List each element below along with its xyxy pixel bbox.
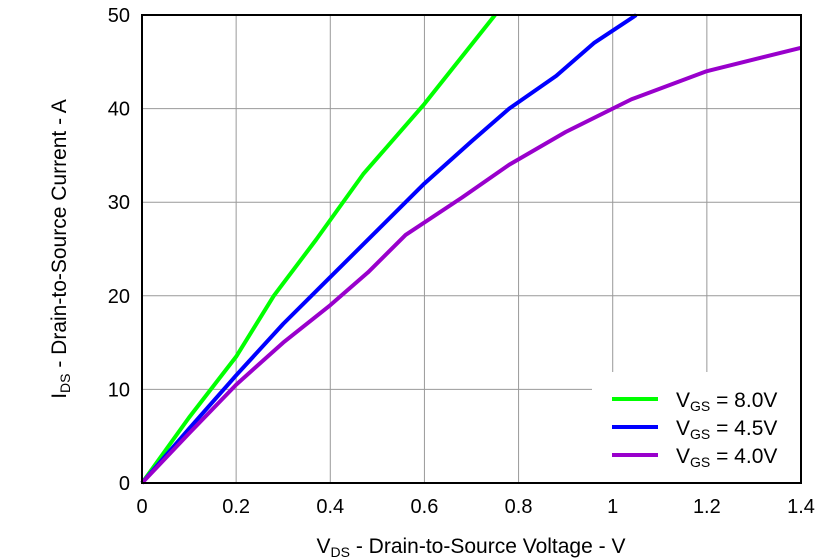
series-line bbox=[140, 45, 802, 485]
legend-label-rest: = 4.0V bbox=[710, 445, 777, 468]
x-tick-label: 0.4 bbox=[316, 496, 344, 518]
series-line bbox=[140, 13, 638, 485]
x-tick-label: 0.6 bbox=[411, 496, 439, 518]
legend-label-main: V bbox=[676, 389, 690, 412]
series-line bbox=[140, 13, 497, 485]
legend-label: VGS = 4.5V bbox=[676, 417, 777, 442]
y-tick-label: 40 bbox=[108, 99, 130, 121]
legend-label: VGS = 8.0V bbox=[676, 389, 777, 414]
plot-frame bbox=[141, 14, 802, 484]
x-tick-label: 0.8 bbox=[505, 496, 533, 518]
legend-label-rest: = 4.5V bbox=[710, 417, 777, 440]
series-group bbox=[140, 13, 802, 485]
y-tick-label: 0 bbox=[119, 473, 130, 495]
x-tick-label: 1 bbox=[607, 496, 618, 518]
tick-labels: 0 0.2 0.4 0.6 0.8 1 1.2 1.4 0 10 20 30 40 50 bbox=[108, 5, 815, 518]
y-tick-label: 10 bbox=[108, 379, 130, 401]
y-tick-label: 30 bbox=[108, 192, 130, 214]
legend-label: VGS = 4.0V bbox=[676, 445, 777, 470]
legend-label-sub: GS bbox=[690, 454, 710, 470]
x-tick-label: 1.4 bbox=[787, 496, 815, 518]
legend-label-rest: = 8.0V bbox=[710, 389, 777, 412]
x-tick-label: 0.2 bbox=[222, 496, 250, 518]
legend-label-sub: GS bbox=[690, 398, 710, 414]
legend-label-main: V bbox=[676, 417, 690, 440]
x-tick-label: 0 bbox=[136, 496, 147, 518]
legend-label-main: V bbox=[676, 445, 690, 468]
x-axis-label: VDS - Drain-to-Source Voltage - V bbox=[317, 535, 626, 559]
x-tick-label: 1.2 bbox=[693, 496, 721, 518]
y-tick-label: 50 bbox=[108, 5, 130, 27]
y-tick-label: 20 bbox=[108, 286, 130, 308]
legend-label-sub: GS bbox=[690, 426, 710, 442]
y-axis-label: IDS - Drain-to-Source Current - A bbox=[48, 99, 73, 399]
